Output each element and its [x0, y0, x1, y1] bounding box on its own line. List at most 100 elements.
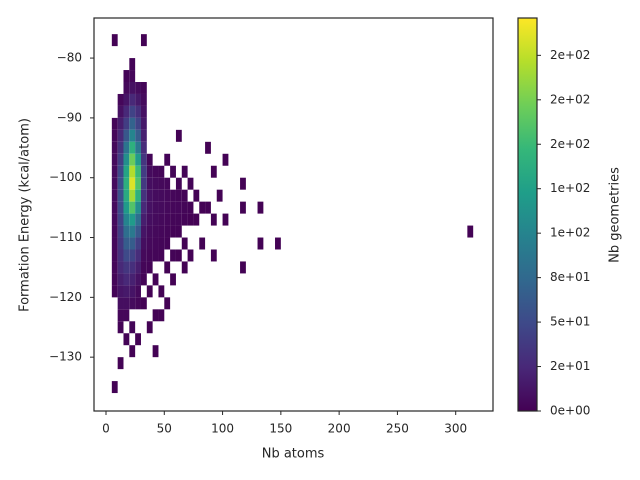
heatmap-cell [117, 165, 124, 178]
heatmap-cell [111, 177, 118, 190]
heatmap-cell [181, 237, 188, 250]
heatmap-cell [216, 189, 223, 202]
heatmap-cell [123, 261, 130, 274]
heatmap-cell [170, 273, 176, 286]
heatmap-cell [210, 213, 217, 226]
x-axis-label: Nb atoms [262, 447, 325, 462]
heatmap-cell [158, 237, 165, 250]
heatmap-cell [123, 70, 130, 83]
heatmap-cell [140, 261, 147, 274]
heatmap-cell [111, 141, 118, 154]
heatmap-cell [170, 213, 176, 226]
heatmap-cell [123, 237, 130, 250]
heatmap-cell [187, 201, 194, 214]
heatmap-cell [111, 237, 118, 250]
heatmap-cell [146, 153, 153, 166]
heatmap-cell [152, 177, 159, 190]
heatmap-cell [187, 177, 194, 190]
heatmap-cell [146, 237, 153, 250]
heatmap-cell [257, 237, 264, 250]
heatmap-cell [164, 213, 171, 226]
heatmap-cell [152, 273, 159, 286]
heatmap-cell [135, 273, 141, 286]
heatmap-cell [170, 201, 176, 214]
heatmap-cell [164, 237, 171, 250]
heatmap-cell [129, 129, 136, 142]
heatmap-cell [123, 165, 130, 178]
heatmap-cell [117, 321, 124, 334]
colorbar-tick-label: 2e+02 [550, 137, 590, 151]
heatmap-cell [152, 345, 159, 358]
heatmap-cell [164, 177, 171, 190]
heatmap-cell [129, 117, 136, 130]
heatmap-cell [152, 213, 159, 226]
heatmap-cell [111, 381, 118, 394]
colorbar-tick-label: 1e+02 [550, 181, 590, 195]
heatmap-cell [240, 201, 246, 214]
heatmap-cell [129, 261, 136, 274]
heatmap-cell [123, 141, 130, 154]
heatmap-cell [123, 309, 130, 322]
heatmap-cell [181, 213, 188, 226]
y-tick-label: −90 [57, 110, 82, 124]
heatmap-cell [175, 129, 182, 142]
heatmap-cell [129, 345, 136, 358]
colorbar-label: Nb geometries [608, 167, 623, 263]
heatmap-cell [117, 153, 124, 166]
y-tick-label: −100 [49, 170, 82, 184]
heatmap-cell [135, 177, 141, 190]
heatmap-cell [123, 201, 130, 214]
heatmap-cell [123, 177, 130, 190]
heatmap-cell [222, 213, 229, 226]
colorbar-tick-label: 2e+02 [550, 48, 590, 62]
heatmap-cell [140, 165, 147, 178]
heatmap-cell [117, 117, 124, 130]
heatmap-cell [123, 153, 130, 166]
heatmap-cell [123, 117, 130, 130]
heatmap-cell [117, 357, 124, 370]
heatmap-cell [140, 297, 147, 310]
heatmap-cell [117, 201, 124, 214]
heatmap-cell [135, 285, 141, 298]
heatmap-cell [158, 225, 165, 238]
heatmap-cell [129, 321, 136, 334]
heatmap-cell [275, 237, 281, 250]
heatmap-cell [135, 213, 141, 226]
heatmap-cell [152, 189, 159, 202]
x-tick-label: 150 [269, 422, 292, 436]
heatmap-cell [135, 117, 141, 130]
heatmap-cell [140, 189, 147, 202]
heatmap-cell [467, 225, 474, 238]
heatmap-cell [129, 177, 136, 190]
heatmap-cell [129, 225, 136, 238]
heatmap-cell [123, 297, 130, 310]
heatmap-cell [123, 129, 130, 142]
heatmap-cell [164, 297, 171, 310]
heatmap-cell [205, 141, 211, 154]
heatmap-cell [135, 93, 141, 106]
heatmap-cell [146, 225, 153, 238]
heatmap-cell [111, 285, 118, 298]
heatmap-cell [135, 249, 141, 262]
heatmap-cell [158, 249, 165, 262]
heatmap-cell [135, 333, 141, 346]
y-tick-label: −80 [57, 51, 82, 65]
heatmap-cell [181, 201, 188, 214]
colorbar [517, 17, 538, 412]
heatmap-cell [129, 201, 136, 214]
heatmap-cell [135, 225, 141, 238]
heatmap-cell [135, 82, 141, 94]
heatmap-cell [111, 213, 118, 226]
heatmap-cell [111, 189, 118, 202]
heatmap-cell [129, 285, 136, 298]
x-tick-label: 0 [102, 422, 110, 436]
heatmap-cell [199, 201, 206, 214]
heatmap-cell [117, 225, 124, 238]
heatmap-cell [205, 201, 211, 214]
heatmap-cell [175, 177, 182, 190]
heatmap-cell [181, 261, 188, 274]
heatmap-cell [146, 189, 153, 202]
heatmap-cell [164, 261, 171, 274]
heatmap-cell [111, 129, 118, 142]
heatmap-cell [152, 237, 159, 250]
